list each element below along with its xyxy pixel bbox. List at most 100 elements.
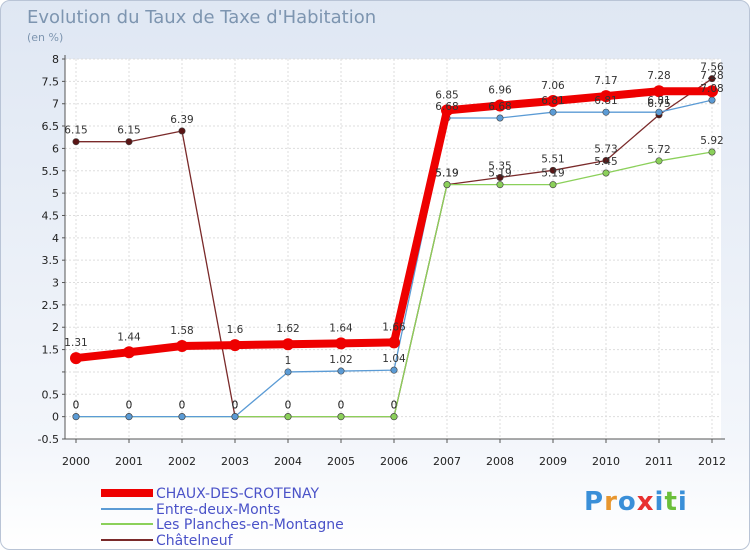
legend-label: Châtelneuf bbox=[156, 533, 234, 549]
data-label: 1.64 bbox=[329, 322, 353, 334]
y-tick-label: 1.5 bbox=[42, 344, 60, 357]
data-point bbox=[123, 346, 135, 359]
y-tick-label: -0.5 bbox=[38, 433, 59, 446]
data-label: 6.81 bbox=[647, 95, 670, 107]
data-label: 6.75 bbox=[647, 98, 670, 110]
data-label: 0 bbox=[391, 400, 398, 412]
x-tick-label: 2007 bbox=[433, 455, 461, 468]
data-label: 1.44 bbox=[117, 331, 141, 343]
data-point bbox=[600, 90, 612, 103]
data-label: 1 bbox=[285, 355, 292, 367]
data-labels: 1.31 1.44 1.58 1.6 1.62 1.64 1.66 6.85 6.96 7.06 7… bbox=[64, 62, 724, 412]
data-point bbox=[282, 338, 294, 351]
data-point bbox=[125, 138, 133, 146]
data-label: 5.51 bbox=[541, 153, 564, 165]
data-label: 0 bbox=[232, 400, 239, 412]
data-label: 6.39 bbox=[170, 114, 193, 126]
logo-letter: t bbox=[664, 487, 678, 517]
data-label: 1.6 bbox=[227, 324, 244, 336]
y-tick-label: 4 bbox=[52, 232, 59, 245]
data-label: 6.81 bbox=[594, 95, 617, 107]
y-tick-label: 7.5 bbox=[42, 75, 60, 88]
data-point bbox=[547, 95, 559, 108]
x-tick-label: 2006 bbox=[380, 455, 408, 468]
y-tick-label: 3 bbox=[52, 277, 59, 290]
logo-letter: P bbox=[584, 487, 605, 517]
y-tick-label: 5.5 bbox=[42, 165, 60, 178]
data-point bbox=[549, 181, 557, 189]
y-tick-label: 8 bbox=[52, 53, 59, 66]
data-label: 1.04 bbox=[382, 353, 406, 365]
x-tick-label: 2010 bbox=[592, 455, 620, 468]
data-point bbox=[335, 337, 347, 350]
x-tick-label: 2008 bbox=[486, 455, 514, 468]
x-tick-label: 2000 bbox=[62, 455, 90, 468]
data-label: 0 bbox=[338, 400, 345, 412]
data-point bbox=[602, 108, 610, 116]
data-label: 6.15 bbox=[117, 125, 140, 137]
y-tick-label: 5 bbox=[52, 187, 59, 200]
data-label: 1.02 bbox=[329, 354, 352, 366]
x-tick-label: 2002 bbox=[168, 455, 196, 468]
data-point bbox=[708, 96, 716, 104]
data-label: 6.96 bbox=[488, 84, 512, 96]
data-point bbox=[72, 138, 80, 146]
data-label: 5.19 bbox=[488, 168, 511, 180]
y-tick-label: 0 bbox=[52, 411, 59, 424]
data-label: 0 bbox=[285, 400, 292, 412]
data-point bbox=[708, 75, 716, 83]
x-tick-label: 2004 bbox=[274, 455, 302, 468]
data-label: 6.68 bbox=[435, 101, 458, 113]
data-point bbox=[337, 413, 345, 421]
data-point bbox=[549, 166, 557, 174]
data-label: 1.62 bbox=[276, 323, 299, 335]
y-tick-label: 6.5 bbox=[42, 120, 60, 133]
data-point bbox=[602, 169, 610, 177]
data-point bbox=[70, 352, 82, 365]
data-point bbox=[176, 340, 188, 353]
data-label: 7.28 bbox=[647, 70, 670, 82]
y-tick-label: 7 bbox=[52, 98, 59, 111]
data-label: 6.15 bbox=[64, 125, 87, 137]
x-tick-label: 2012 bbox=[698, 455, 726, 468]
data-label: 0 bbox=[73, 400, 80, 412]
proxiti-logo: Proxiti bbox=[584, 487, 688, 517]
data-label: 1.31 bbox=[64, 337, 87, 349]
y-tick-label: 2 bbox=[52, 321, 59, 334]
series-lines bbox=[70, 75, 718, 421]
data-label: 5.19 bbox=[541, 168, 564, 180]
data-point bbox=[443, 181, 451, 189]
data-label: 5.19 bbox=[435, 168, 458, 180]
data-label: 5.73 bbox=[594, 143, 617, 155]
x-tick-label: 2009 bbox=[539, 455, 567, 468]
chart-subtitle: (en %) bbox=[27, 31, 64, 44]
x-tick-label: 2003 bbox=[221, 455, 249, 468]
data-point bbox=[337, 367, 345, 375]
data-label: 0 bbox=[73, 400, 80, 412]
legend-label: CHAUX-DES-CROTENAY bbox=[156, 486, 320, 502]
data-point bbox=[441, 104, 453, 117]
data-point bbox=[284, 368, 292, 376]
data-point bbox=[496, 181, 504, 189]
data-label: 5.19 bbox=[435, 168, 458, 180]
data-point bbox=[549, 108, 557, 116]
data-label: 0 bbox=[126, 400, 133, 412]
data-point bbox=[653, 85, 665, 98]
data-point bbox=[231, 413, 239, 421]
data-label: 6.85 bbox=[435, 89, 458, 101]
data-label: 5.72 bbox=[647, 144, 670, 156]
data-label: 7.56 bbox=[700, 62, 724, 74]
legend-label: Entre-deux-Monts bbox=[156, 502, 280, 518]
data-label: 0 bbox=[179, 400, 186, 412]
data-label: 5.92 bbox=[700, 135, 723, 147]
data-point bbox=[178, 413, 186, 421]
logo-letter: o bbox=[617, 487, 637, 517]
y-tick-label: 4.5 bbox=[42, 209, 60, 222]
data-point bbox=[602, 156, 610, 164]
data-point bbox=[706, 85, 718, 98]
y-tick-label: 0.5 bbox=[42, 388, 60, 401]
data-label: 6.81 bbox=[541, 95, 564, 107]
data-point bbox=[229, 339, 241, 352]
